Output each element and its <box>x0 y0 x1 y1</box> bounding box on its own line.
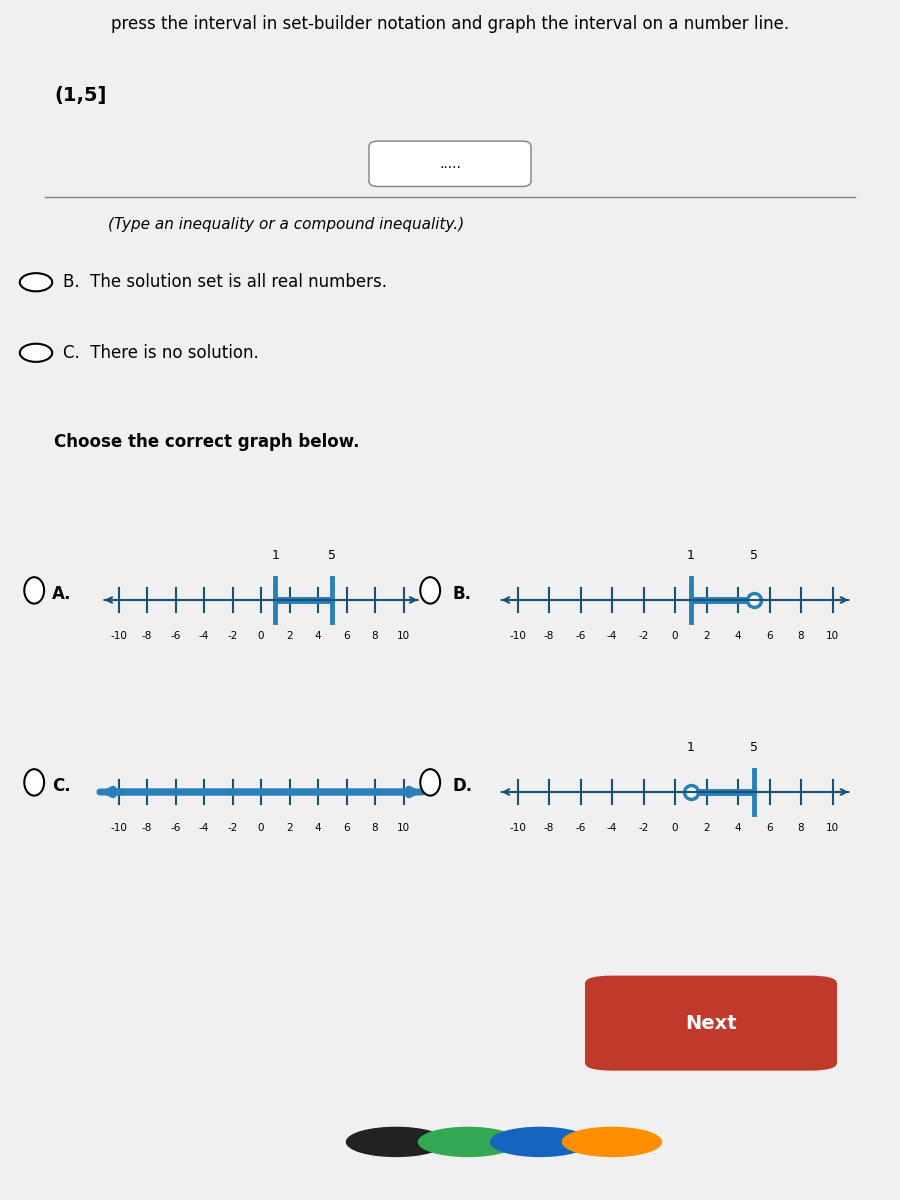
FancyBboxPatch shape <box>585 976 837 1070</box>
Text: 2: 2 <box>703 823 710 833</box>
Text: 4: 4 <box>734 631 742 641</box>
Text: -4: -4 <box>607 631 617 641</box>
Text: -8: -8 <box>544 823 554 833</box>
Text: -2: -2 <box>228 631 238 641</box>
Text: Next: Next <box>685 1014 737 1033</box>
Text: -2: -2 <box>228 823 238 833</box>
Text: B.: B. <box>453 584 472 602</box>
Text: 1: 1 <box>271 548 279 562</box>
Text: 4: 4 <box>734 823 742 833</box>
Text: -8: -8 <box>142 823 152 833</box>
Text: 6: 6 <box>766 823 773 833</box>
Text: -2: -2 <box>638 823 649 833</box>
Text: 5: 5 <box>328 548 337 562</box>
Text: -6: -6 <box>170 631 181 641</box>
Text: C.: C. <box>52 778 71 796</box>
Text: -4: -4 <box>199 823 209 833</box>
Circle shape <box>418 1128 518 1157</box>
Text: 2: 2 <box>286 823 292 833</box>
Text: 8: 8 <box>797 631 805 641</box>
Text: 10: 10 <box>397 631 410 641</box>
Text: 5: 5 <box>750 740 758 754</box>
Text: -6: -6 <box>575 823 586 833</box>
Text: -6: -6 <box>170 823 181 833</box>
Text: -8: -8 <box>544 631 554 641</box>
Text: -10: -10 <box>110 823 127 833</box>
Text: B.  The solution set is all real numbers.: B. The solution set is all real numbers. <box>63 274 387 292</box>
Text: 1: 1 <box>687 740 695 754</box>
Text: -4: -4 <box>199 631 209 641</box>
Circle shape <box>20 274 52 292</box>
Text: -8: -8 <box>142 631 152 641</box>
Text: 2: 2 <box>286 631 292 641</box>
Text: 0: 0 <box>257 631 265 641</box>
Text: 6: 6 <box>766 631 773 641</box>
Circle shape <box>562 1128 662 1157</box>
Text: 4: 4 <box>315 823 321 833</box>
Text: -10: -10 <box>110 631 127 641</box>
Circle shape <box>346 1128 446 1157</box>
Text: 2: 2 <box>703 631 710 641</box>
Text: 0: 0 <box>257 823 265 833</box>
Text: D.: D. <box>453 778 472 796</box>
Text: 0: 0 <box>671 631 679 641</box>
Circle shape <box>491 1128 590 1157</box>
Text: .....: ..... <box>439 157 461 170</box>
Text: Choose the correct graph below.: Choose the correct graph below. <box>54 433 359 451</box>
Text: -2: -2 <box>638 631 649 641</box>
Text: 10: 10 <box>826 631 839 641</box>
Text: 1: 1 <box>687 548 695 562</box>
Text: 8: 8 <box>372 823 378 833</box>
Text: (Type an inequality or a compound inequality.): (Type an inequality or a compound inequa… <box>108 217 464 232</box>
Text: C.  There is no solution.: C. There is no solution. <box>63 343 259 361</box>
Text: -10: -10 <box>509 631 526 641</box>
Text: press the interval in set-builder notation and graph the interval on a number li: press the interval in set-builder notati… <box>111 16 789 34</box>
Text: 10: 10 <box>397 823 410 833</box>
Text: (1,5]: (1,5] <box>54 85 106 104</box>
Text: 5: 5 <box>750 548 758 562</box>
Text: 6: 6 <box>343 631 350 641</box>
Text: 8: 8 <box>797 823 805 833</box>
Circle shape <box>20 343 52 362</box>
FancyBboxPatch shape <box>369 142 531 186</box>
Text: -4: -4 <box>607 823 617 833</box>
Text: 6: 6 <box>343 823 350 833</box>
Text: -10: -10 <box>509 823 526 833</box>
Text: 0: 0 <box>671 823 679 833</box>
Text: 8: 8 <box>372 631 378 641</box>
Text: 10: 10 <box>826 823 839 833</box>
Text: 4: 4 <box>315 631 321 641</box>
Text: -6: -6 <box>575 631 586 641</box>
Text: A.: A. <box>52 584 72 602</box>
